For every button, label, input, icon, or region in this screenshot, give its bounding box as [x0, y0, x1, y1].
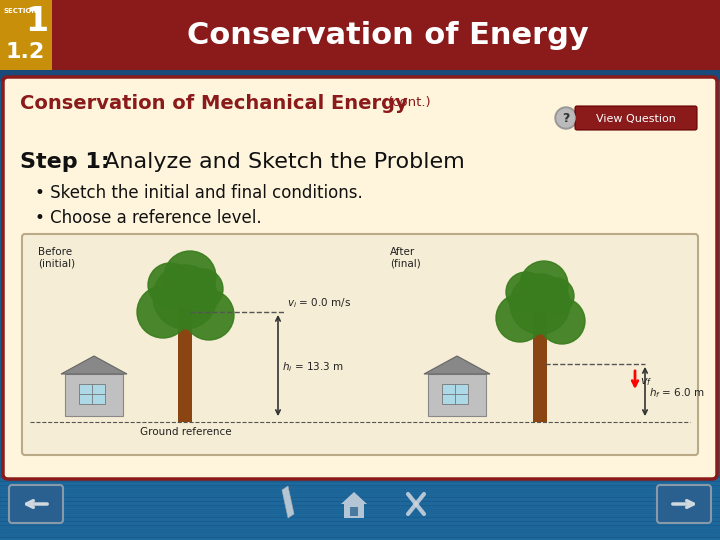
- Polygon shape: [424, 356, 490, 374]
- Text: ?: ?: [562, 112, 570, 125]
- Circle shape: [153, 265, 217, 329]
- Text: After: After: [390, 247, 415, 257]
- Circle shape: [496, 294, 544, 342]
- Bar: [533, 312, 547, 422]
- Bar: [0, 490, 720, 492]
- FancyBboxPatch shape: [0, 0, 52, 70]
- Text: $v_i$ = 0.0 m/s: $v_i$ = 0.0 m/s: [287, 296, 351, 310]
- FancyBboxPatch shape: [0, 70, 720, 82]
- Text: Conservation of Mechanical Energy: Conservation of Mechanical Energy: [20, 94, 408, 113]
- Text: Conservation of Energy: Conservation of Energy: [187, 21, 589, 50]
- Bar: [0, 538, 720, 540]
- Text: • Sketch the initial and final conditions.: • Sketch the initial and final condition…: [35, 184, 363, 202]
- Bar: [344, 504, 364, 518]
- Bar: [0, 482, 720, 484]
- Circle shape: [183, 269, 223, 309]
- Circle shape: [148, 263, 192, 307]
- Text: 1: 1: [25, 5, 48, 38]
- Polygon shape: [341, 492, 367, 504]
- Text: 1.2: 1.2: [6, 42, 45, 62]
- FancyBboxPatch shape: [22, 234, 698, 455]
- Bar: [0, 494, 720, 496]
- Bar: [65, 374, 123, 416]
- Circle shape: [164, 251, 216, 303]
- Text: (initial): (initial): [38, 258, 75, 268]
- Text: Ground reference: Ground reference: [140, 427, 232, 437]
- Text: • Choose a reference level.: • Choose a reference level.: [35, 209, 261, 227]
- Text: (cont.): (cont.): [388, 96, 431, 109]
- Bar: [0, 526, 720, 528]
- Circle shape: [510, 274, 570, 334]
- FancyBboxPatch shape: [657, 485, 711, 523]
- Bar: [428, 374, 486, 416]
- Text: $h_f$ = 6.0 m: $h_f$ = 6.0 m: [649, 386, 705, 400]
- Text: $v_f$: $v_f$: [640, 376, 652, 388]
- FancyBboxPatch shape: [0, 0, 720, 70]
- Text: View Question: View Question: [596, 114, 676, 124]
- Bar: [0, 514, 720, 516]
- Bar: [0, 510, 720, 512]
- Bar: [350, 507, 358, 516]
- Bar: [0, 522, 720, 524]
- Circle shape: [557, 109, 575, 127]
- Circle shape: [555, 107, 577, 129]
- Bar: [0, 530, 720, 532]
- Circle shape: [506, 272, 546, 312]
- Bar: [442, 384, 468, 404]
- Polygon shape: [61, 356, 127, 374]
- FancyBboxPatch shape: [575, 106, 697, 130]
- Circle shape: [184, 290, 234, 340]
- Circle shape: [137, 286, 189, 338]
- Polygon shape: [282, 486, 294, 518]
- Text: SECTION: SECTION: [4, 8, 38, 14]
- FancyBboxPatch shape: [0, 478, 720, 540]
- Circle shape: [539, 298, 585, 344]
- Bar: [79, 384, 105, 404]
- Text: (final): (final): [390, 258, 420, 268]
- FancyBboxPatch shape: [3, 77, 717, 479]
- Bar: [0, 518, 720, 520]
- Bar: [0, 486, 720, 488]
- Bar: [0, 478, 720, 480]
- Text: Before: Before: [38, 247, 72, 257]
- FancyBboxPatch shape: [9, 485, 63, 523]
- Circle shape: [520, 261, 568, 309]
- Text: Analyze and Sketch the Problem: Analyze and Sketch the Problem: [97, 152, 464, 172]
- Text: Step 1:: Step 1:: [20, 152, 109, 172]
- Circle shape: [538, 278, 574, 314]
- Bar: [178, 307, 192, 422]
- Bar: [0, 502, 720, 504]
- Bar: [0, 506, 720, 508]
- Bar: [0, 498, 720, 500]
- Text: $h_i$ = 13.3 m: $h_i$ = 13.3 m: [282, 360, 344, 374]
- Bar: [0, 534, 720, 536]
